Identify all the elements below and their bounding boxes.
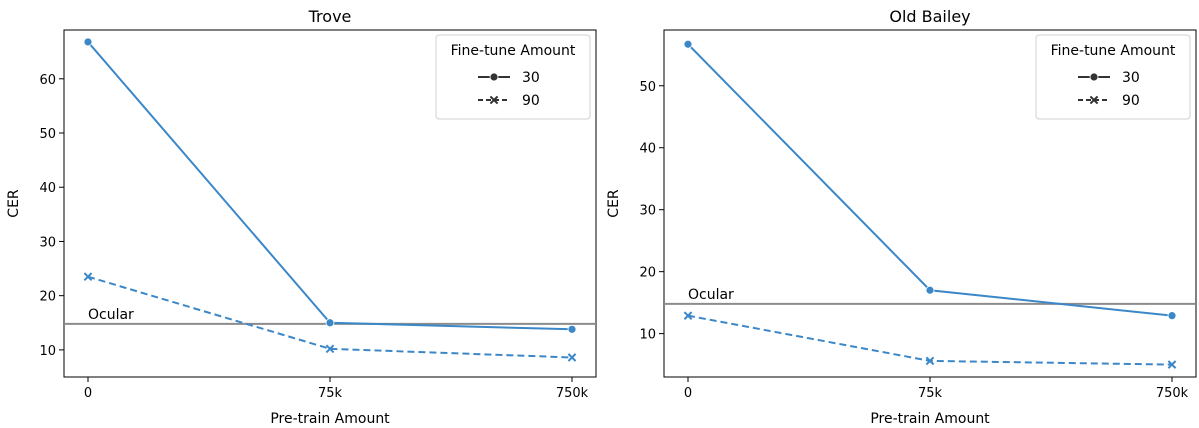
- legend-swatch-marker: [1089, 72, 1099, 82]
- chart-panel-1: Old Bailey 0 75k 750k 10 20 30 40 50 Pre-train Am…: [606, 7, 1197, 427]
- y-tick-label: 40: [39, 181, 56, 196]
- y-tick-label: 30: [39, 235, 56, 250]
- chart-title: Old Bailey: [889, 7, 970, 26]
- y-tick-label: 60: [39, 73, 56, 88]
- legend: Fine-tune Amount 30 90: [435, 34, 591, 120]
- legend-label: 90: [522, 93, 540, 109]
- data-point-90: [925, 356, 935, 366]
- legend-title: Fine-tune Amount: [451, 43, 576, 59]
- y-tick-label: 10: [39, 344, 56, 359]
- y-axis-label: CER: [606, 189, 622, 218]
- x-tick-label: 750k: [556, 386, 589, 401]
- chart-panel-0: Trove 0 75k 750k 10 20 30 40 50 60 Pre-train Amoun…: [6, 7, 597, 427]
- legend-swatch-marker: [1089, 95, 1099, 105]
- data-point-30: [683, 39, 693, 49]
- x-tick-label: 750k: [1156, 386, 1189, 401]
- y-tick-label: 50: [39, 127, 56, 142]
- x-tick-label: 0: [84, 386, 92, 401]
- x-tick-label: 75k: [918, 386, 943, 401]
- x-tick-label: 0: [684, 386, 692, 401]
- x-tick-label: 75k: [318, 386, 343, 401]
- ocular-reference-label: Ocular: [88, 307, 134, 323]
- y-axis-label: CER: [6, 189, 22, 218]
- legend-box: [1035, 34, 1191, 120]
- data-point-30: [925, 285, 935, 295]
- x-axis-label: Pre-train Amount: [870, 411, 990, 427]
- data-point-30: [1167, 311, 1177, 321]
- y-tick-label: 20: [639, 266, 656, 281]
- series-line-90: [87, 275, 573, 359]
- legend-swatch-marker: [489, 72, 499, 82]
- ocular-reference-label: Ocular: [688, 287, 734, 303]
- y-tick-label: 50: [639, 80, 656, 95]
- data-point-30: [567, 324, 577, 334]
- chart-title: Trove: [308, 7, 352, 26]
- data-point-90: [83, 272, 93, 282]
- legend-label: 90: [1122, 93, 1140, 109]
- data-point-90: [1167, 360, 1177, 369]
- x-axis-label: Pre-train Amount: [270, 411, 390, 427]
- y-tick-label: 40: [639, 142, 656, 157]
- legend-title: Fine-tune Amount: [1051, 43, 1176, 59]
- legend: Fine-tune Amount 30 90: [1035, 34, 1191, 120]
- data-point-90: [567, 353, 577, 362]
- legend-label: 30: [1122, 70, 1140, 86]
- y-tick-label: 30: [639, 204, 656, 219]
- legend-box: [435, 34, 591, 120]
- data-point-90: [325, 344, 335, 354]
- y-tick-label: 10: [639, 328, 656, 343]
- data-point-30: [325, 318, 335, 328]
- data-point-30: [83, 37, 93, 47]
- series-line-90: [687, 314, 1173, 366]
- legend-swatch-marker: [489, 95, 499, 105]
- legend-label: 30: [522, 70, 540, 86]
- data-point-90: [683, 311, 693, 320]
- y-tick-label: 20: [39, 290, 56, 305]
